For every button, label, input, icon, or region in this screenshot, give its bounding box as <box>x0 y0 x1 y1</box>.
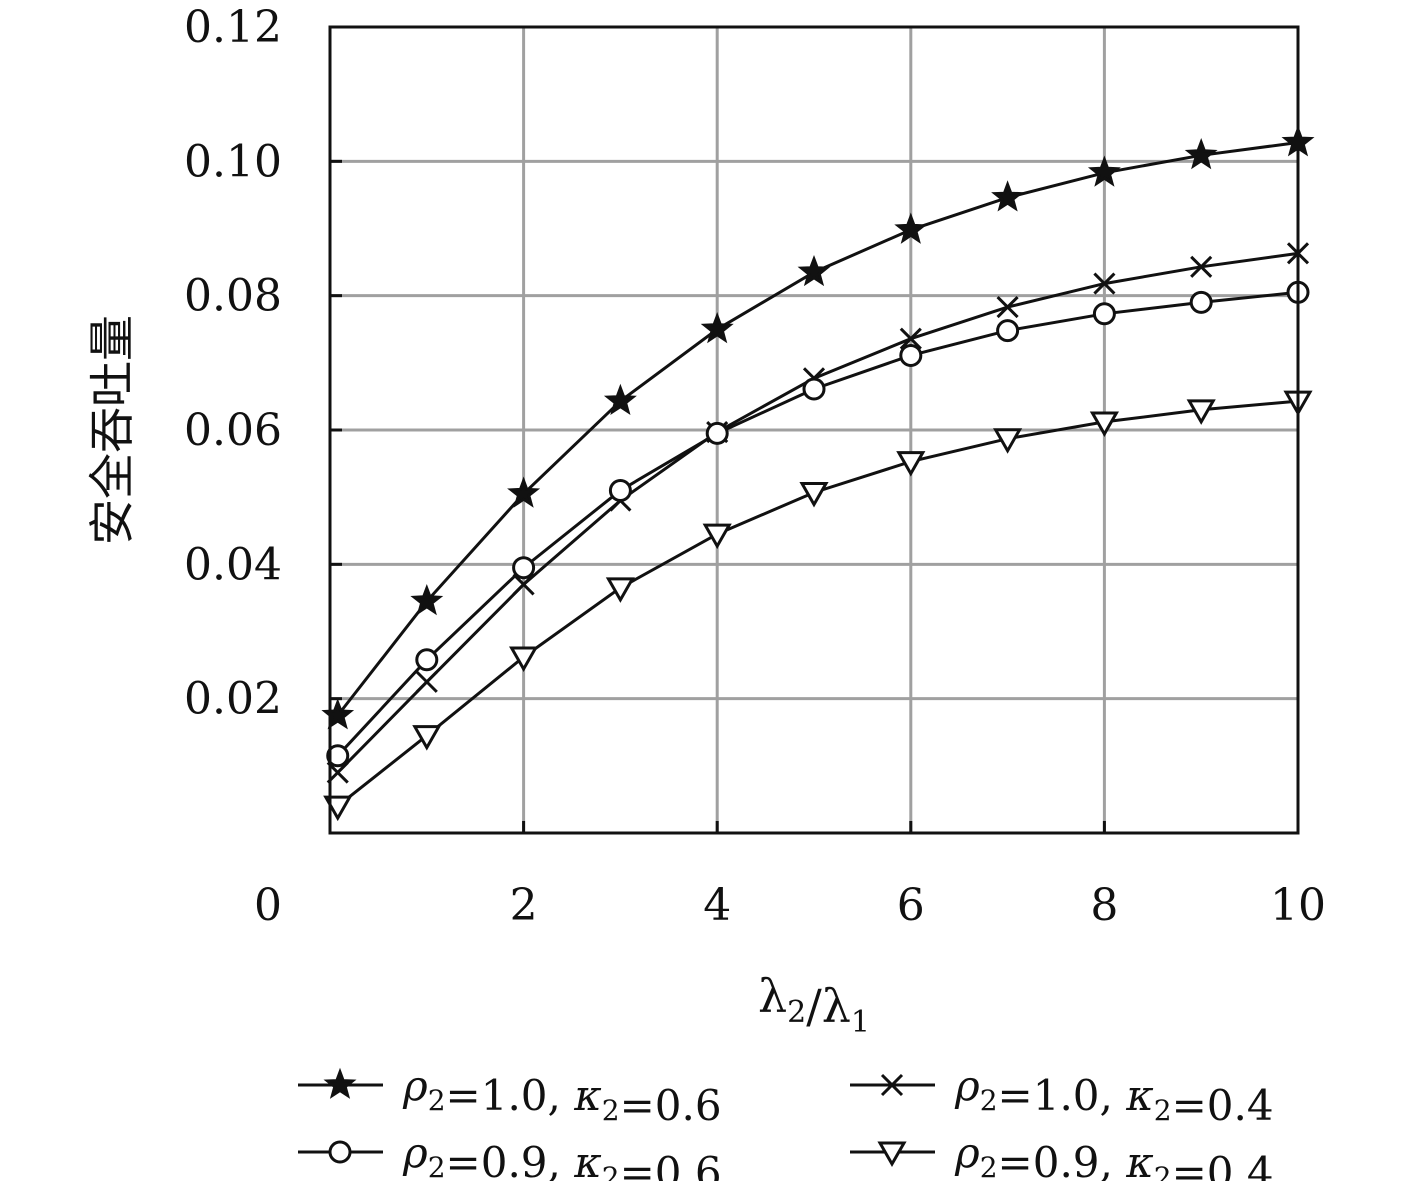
series-line <box>336 251 1299 774</box>
data-point-x <box>880 1073 904 1097</box>
data-point-x <box>1093 272 1116 295</box>
grid <box>330 27 1298 833</box>
data-point-star <box>1184 138 1218 170</box>
legend-label: ρ2=0.9, κ2=0.6 <box>402 1128 722 1181</box>
y-tick-label: 0.02 <box>184 674 282 725</box>
series-2 <box>326 242 1310 784</box>
data-point-triangle-down <box>1089 411 1119 437</box>
data-point-circle <box>326 744 350 768</box>
data-point-star <box>603 383 637 416</box>
data-point-circle <box>415 648 439 672</box>
data-point-triangle-down <box>993 428 1023 454</box>
data-point-x <box>899 327 922 350</box>
x-tick-label: 4 <box>703 880 731 931</box>
legend: ρ2=1.0, κ2=0.6 ρ2=1.0, κ2=0.4ρ2=0.9, κ2=0… <box>298 1061 1274 1181</box>
data-point-star <box>797 254 831 287</box>
legend-item: ρ2=0.9, κ2=0.4 <box>850 1128 1274 1181</box>
y-tick-label: 0.10 <box>184 136 282 187</box>
series-group <box>321 125 1315 822</box>
data-point-triangle-down <box>323 795 353 822</box>
data-point-circle <box>1189 290 1213 314</box>
y-axis-label: 安全吞吐量 <box>85 315 139 545</box>
legend-item: ρ2=1.0, κ2=0.6 <box>298 1061 722 1130</box>
x-tick-label: 6 <box>897 880 925 931</box>
data-point-star <box>894 212 928 244</box>
data-point-star <box>321 698 355 730</box>
data-point-circle <box>328 1140 352 1164</box>
data-point-triangle-down <box>702 523 732 550</box>
data-point-circle <box>996 319 1020 343</box>
data-point-triangle-down <box>896 451 926 477</box>
data-point-star <box>700 312 734 344</box>
series-4 <box>323 390 1313 822</box>
y-tick-label: 0.06 <box>184 405 282 456</box>
y-ticks: 0.02 0.04 0.06 0.08 0.10 0.12 <box>184 2 342 725</box>
data-point-circle <box>608 478 632 502</box>
data-point-star <box>991 180 1025 212</box>
data-point-circle <box>899 343 923 367</box>
data-point-star <box>323 1067 357 1099</box>
x-axis-label: λ2/λ1 <box>758 969 870 1040</box>
data-point-x <box>512 573 535 596</box>
data-point-x <box>415 670 438 693</box>
x-tick-label: 2 <box>510 880 538 931</box>
data-point-triangle-down <box>1186 399 1216 425</box>
x-tick-label: 8 <box>1090 880 1118 931</box>
y-tick-label: 0.04 <box>184 539 282 590</box>
series-line <box>336 399 1299 808</box>
series-3 <box>326 280 1310 768</box>
legend-label: ρ2=1.0, κ2=0.4 <box>954 1061 1274 1130</box>
x-ticks: 0 2 4 6 8 10 <box>254 821 1326 931</box>
y-tick-label: 0.08 <box>184 271 282 322</box>
data-point-circle <box>705 421 729 445</box>
legend-label: ρ2=0.9, κ2=0.4 <box>954 1128 1274 1181</box>
legend-label: ρ2=1.0, κ2=0.6 <box>402 1061 722 1130</box>
x-tick-label: 10 <box>1270 880 1326 931</box>
y-tick-label: 0.12 <box>184 2 282 53</box>
data-point-circle <box>802 377 826 401</box>
legend-item: ρ2=0.9, κ2=0.6 <box>298 1128 722 1181</box>
series-line <box>336 290 1299 757</box>
x-tick-label: 0 <box>254 880 282 931</box>
data-point-triangle-down <box>605 577 635 603</box>
data-point-circle <box>512 556 536 580</box>
data-point-triangle-down <box>877 1141 907 1168</box>
data-point-triangle-down <box>509 646 539 673</box>
data-point-star <box>410 584 444 616</box>
data-point-star <box>507 476 541 508</box>
series-1 <box>321 125 1315 730</box>
legend-item: ρ2=1.0, κ2=0.4 <box>850 1061 1274 1130</box>
data-point-triangle-down <box>412 725 442 751</box>
data-point-triangle-down <box>799 481 829 508</box>
data-point-circle <box>1092 302 1116 326</box>
data-point-x <box>1190 255 1213 278</box>
data-point-star <box>1087 155 1121 187</box>
data-point-x <box>996 296 1019 319</box>
